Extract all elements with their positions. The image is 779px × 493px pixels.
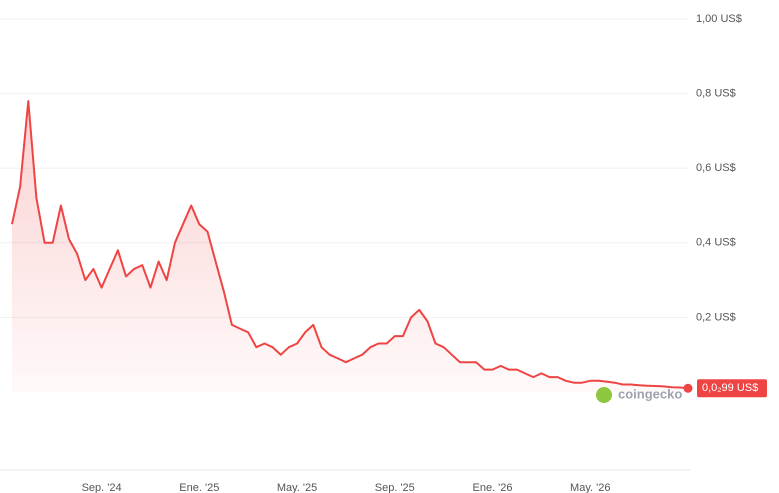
x-tick-label: Ene. '25: [179, 482, 219, 493]
watermark: coingecko: [618, 386, 682, 401]
y-tick-label: 0,8 US$: [696, 88, 736, 100]
price-label: 0,0₂99 US$: [702, 382, 758, 394]
y-tick-label: 1,00 US$: [696, 13, 742, 25]
price-line: [11, 100, 689, 390]
last-point: [683, 383, 693, 393]
y-tick-label: 0,2 US$: [696, 311, 736, 323]
price-label-bg: [697, 379, 767, 398]
x-tick-label: Ene. '26: [473, 482, 513, 493]
y-tick-label: 0,4 US$: [696, 237, 736, 249]
area: [12, 101, 688, 392]
x-tick-label: Sep. '25: [375, 482, 415, 493]
x-tick-label: May. '25: [277, 482, 317, 493]
watermark-logo: [596, 387, 612, 403]
x-tick-label: Sep. '24: [82, 482, 122, 493]
x-tick-label: May. '26: [570, 482, 610, 493]
y-tick-label: 0,6 US$: [696, 162, 736, 174]
